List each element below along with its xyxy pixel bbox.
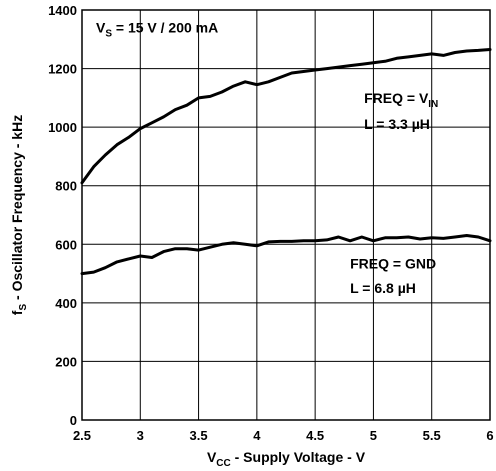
- x-axis-title: VCC - Supply Voltage - V: [207, 449, 366, 469]
- y-tick-label: 1400: [48, 3, 77, 18]
- y-tick-label: 200: [55, 354, 77, 369]
- x-tick-labels: 2.5 3 3.5 4 4.5 5 5.5 6: [73, 428, 494, 443]
- y-tick-label: 0: [70, 413, 77, 428]
- gridlines: [81, 9, 491, 421]
- x-tick-label: 3: [137, 428, 144, 443]
- y-axis-title: fS - Oscillator Frequency - kHz: [9, 115, 29, 315]
- series-line-1: [80, 48, 492, 185]
- annotation-4: FREQ = GND: [350, 255, 436, 271]
- annotations: VS = 15 V / 200 mA FREQ = VIN L = 3.3 µH FR…: [96, 20, 438, 297]
- y-tick-label: 800: [55, 179, 77, 194]
- y-tick-label: 1000: [48, 120, 77, 135]
- x-tick-label: 4: [253, 428, 261, 443]
- x-tick-label: 4.5: [306, 428, 324, 443]
- annotation-5: L = 6.8 µH: [350, 280, 416, 296]
- annotation-1: VS = 15 V / 200 mA: [96, 20, 218, 40]
- x-tick-label: 6: [486, 428, 493, 443]
- y-tick-label: 1200: [48, 62, 77, 77]
- annotation-2: FREQ = VIN: [364, 90, 438, 110]
- x-tick-label: 5.5: [423, 428, 441, 443]
- x-tick-label: 2.5: [73, 428, 91, 443]
- series-lines: [80, 48, 492, 276]
- y-tick-labels: 0 200 400 600 800 1000 1200 1400: [48, 3, 77, 428]
- x-tick-label: 5: [370, 428, 377, 443]
- plot-frame: [81, 9, 491, 421]
- annotation-3: L = 3.3 µH: [364, 116, 430, 132]
- y-tick-label: 600: [55, 237, 77, 252]
- series-line-2: [80, 234, 492, 276]
- x-tick-label: 3.5: [190, 428, 208, 443]
- y-tick-label: 400: [55, 296, 77, 311]
